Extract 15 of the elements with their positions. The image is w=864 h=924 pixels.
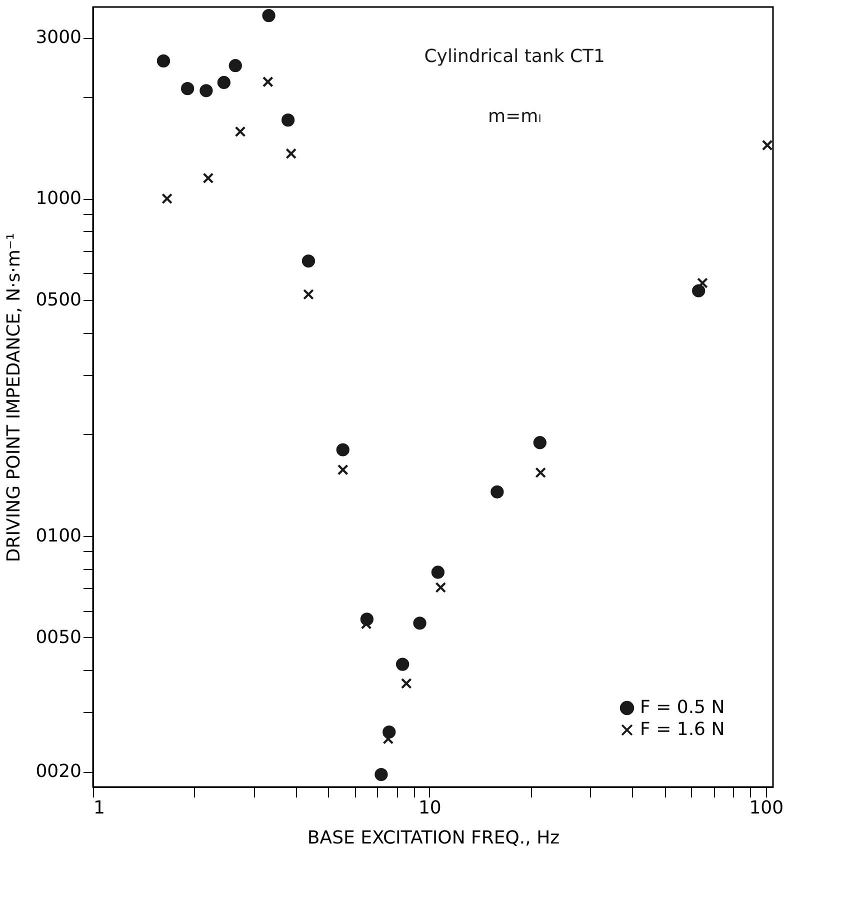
x-tick-label: 100 [749, 798, 784, 818]
annotation: m=mₗ [488, 106, 542, 127]
y-tick-label: 0020 [36, 761, 82, 782]
legend-label: F = 0.5 N [640, 697, 725, 718]
x-axis-title: BASE EXCITATION FREQ., Hz [307, 828, 560, 848]
annotation: Cylindrical tank CT1 [424, 46, 605, 67]
y-tick-label: 0050 [36, 626, 82, 648]
y-tick-label: 0500 [36, 290, 82, 311]
y-tick-label: 0100 [36, 525, 82, 546]
x-tick-label: 10 [418, 798, 442, 818]
y-tick-label: 3000 [36, 27, 82, 48]
y-tick-label: 1000 [36, 188, 82, 210]
y-axis-title: DRIVING POINT IMPEDANCE, N·s·m⁻¹ [4, 232, 25, 562]
x-tick-label: 1 [94, 798, 105, 818]
legend-label: F = 1.6 N [640, 719, 725, 740]
